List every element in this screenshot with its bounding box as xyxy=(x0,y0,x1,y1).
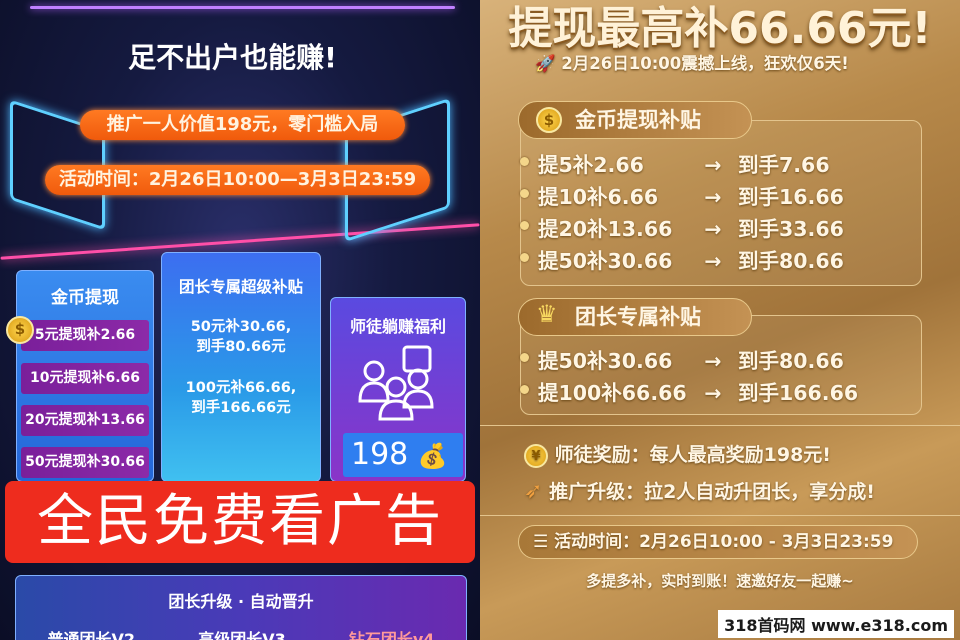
coin-section-title: 金币提现补贴 xyxy=(575,108,701,132)
launch-text: 2月26日10:00震撼上线，狂欢仅6天! xyxy=(561,54,849,73)
coin-icon: $ xyxy=(6,316,34,344)
launch-line: 🚀 2月26日10:00震撼上线，狂欢仅6天! xyxy=(535,50,849,74)
leader-section-header: 团长专属补贴 xyxy=(518,298,752,336)
leader-card-title: 团长专属超级补贴 xyxy=(178,278,303,296)
coin-row: 20元提现补13.66 xyxy=(21,405,149,436)
subsidy-row: 提5补2.66 → 到手7.66 xyxy=(520,148,830,178)
row-withdraw: 提10补6.66 xyxy=(538,185,659,209)
people-icon xyxy=(358,345,434,421)
bullet-icon xyxy=(520,189,529,198)
upgrade-card: 团长升级 · 自动晋升 普通团长V2 高级团长V3 钻石团长v4 xyxy=(15,575,467,640)
watermark: 318首码网 www.e318.com xyxy=(718,610,954,638)
row-withdraw: 提50补30.66 xyxy=(538,349,673,373)
subsidy-row: 提100补66.66 → 到手166.66 xyxy=(520,376,859,406)
leader-line: 到手166.66元 xyxy=(191,400,291,416)
footer-text: 多提多补，实时到账！速邀好友一起赚~ xyxy=(586,572,854,590)
mentor-reward-text: 师徒奖励：每人最高奖励198元! xyxy=(554,444,831,466)
upgrade-title: 团长升级 · 自动晋升 xyxy=(168,592,314,611)
subsidy-row: 提50补30.66 → 到手80.66 xyxy=(520,344,844,374)
coin-row: 50元提现补30.66 xyxy=(21,447,149,478)
headline: 足不出户也能赚! xyxy=(128,41,337,74)
bullet-icon xyxy=(520,253,529,262)
promo-pill: 推广一人价值198元，零门槛入局 xyxy=(80,110,405,140)
coin-card-title: 金币提现 xyxy=(51,288,119,308)
level-v4: 钻石团长v4 xyxy=(348,630,435,640)
arrow-icon: → xyxy=(704,217,722,241)
mentor-amount-box: 198 💰 xyxy=(343,433,463,477)
leader-line: 50元补30.66, xyxy=(190,319,292,335)
coin-section-header: 金币提现补贴 xyxy=(518,101,752,139)
row-received: 到手33.66 xyxy=(738,217,844,241)
coin-row: 5元提现补2.66 xyxy=(21,320,149,351)
level-v2: 普通团长V2 xyxy=(47,630,136,640)
row-received: 到手166.66 xyxy=(738,381,859,405)
subsidy-row: 提20补13.66 → 到手33.66 xyxy=(520,212,844,242)
bullet-icon xyxy=(520,157,529,166)
leader-line: 100元补66.66, xyxy=(185,380,297,396)
coin-section-box xyxy=(520,120,922,286)
row-received: 到手80.66 xyxy=(738,349,844,373)
mentor-card: 师徒躺赚福利 198 💰 xyxy=(330,297,466,482)
coin-card: 金币提现 5元提现补2.66 10元提现补6.66 20元提现补13.66 50… xyxy=(16,270,154,482)
right-poster: 提现最高补66.66元! 🚀 2月26日10:00震撼上线，狂欢仅6天! 金币提… xyxy=(480,0,960,640)
free-ads-banner: 全民免费看广告 xyxy=(5,481,475,563)
neon-line xyxy=(30,6,455,9)
promo-upgrade: ➶ 推广升级：拉2人自动升团长，享分成! xyxy=(524,477,875,504)
dollar-coin-icon: $ xyxy=(536,107,562,133)
arrow-up-icon: ➶ xyxy=(524,479,543,504)
bullet-icon xyxy=(520,353,529,362)
time-pill: ☰ 活动时间：2月26日10:00 - 3月3日23:59 xyxy=(518,525,918,559)
rocket-icon: 🚀 xyxy=(535,54,556,73)
list-icon: ☰ xyxy=(533,532,549,552)
crown-icon: ♛ xyxy=(536,300,558,328)
divider xyxy=(480,425,960,426)
divider xyxy=(480,515,960,516)
leader-line: 到手80.66元 xyxy=(196,339,286,355)
subsidy-row: 提50补30.66 → 到手80.66 xyxy=(520,244,844,274)
bullet-icon xyxy=(520,385,529,394)
leader-card: 团长专属超级补贴 50元补30.66, 到手80.66元 100元补66.66,… xyxy=(161,252,321,482)
level-v3: 高级团长V3 xyxy=(198,630,286,640)
money-bag-icon: ¥ xyxy=(524,443,548,468)
row-withdraw: 提5补2.66 xyxy=(538,153,644,177)
promo-upgrade-text: 推广升级：拉2人自动升团长，享分成! xyxy=(549,481,875,503)
bullet-icon xyxy=(520,221,529,230)
arrow-icon: → xyxy=(704,249,722,273)
time-pill: 活动时间：2月26日10:00—3月3日23:59 xyxy=(45,165,430,195)
leader-section-title: 团长专属补贴 xyxy=(575,305,701,329)
row-received: 到手16.66 xyxy=(738,185,844,209)
arrow-icon: → xyxy=(704,349,722,373)
arrow-icon: → xyxy=(704,381,722,405)
left-poster: 足不出户也能赚! 推广一人价值198元，零门槛入局 活动时间：2月26日10:0… xyxy=(0,0,480,640)
subsidy-row: 提10补6.66 → 到手16.66 xyxy=(520,180,844,210)
row-withdraw: 提100补66.66 xyxy=(538,381,687,405)
money-bag-icon: 💰 xyxy=(417,442,448,470)
row-received: 到手7.66 xyxy=(738,153,830,177)
headline: 提现最高补66.66元! xyxy=(508,3,932,54)
row-received: 到手80.66 xyxy=(738,249,844,273)
arrow-icon: → xyxy=(704,153,722,177)
mentor-reward: ¥ 师徒奖励：每人最高奖励198元! xyxy=(524,440,831,468)
arrow-icon: → xyxy=(704,185,722,209)
coin-row: 10元提现补6.66 xyxy=(21,363,149,394)
mentor-amount: 198 xyxy=(351,437,409,472)
time-text: 活动时间：2月26日10:00 - 3月3日23:59 xyxy=(554,532,894,552)
row-withdraw: 提20补13.66 xyxy=(538,217,673,241)
row-withdraw: 提50补30.66 xyxy=(538,249,673,273)
mentor-card-title: 师徒躺赚福利 xyxy=(349,317,446,336)
